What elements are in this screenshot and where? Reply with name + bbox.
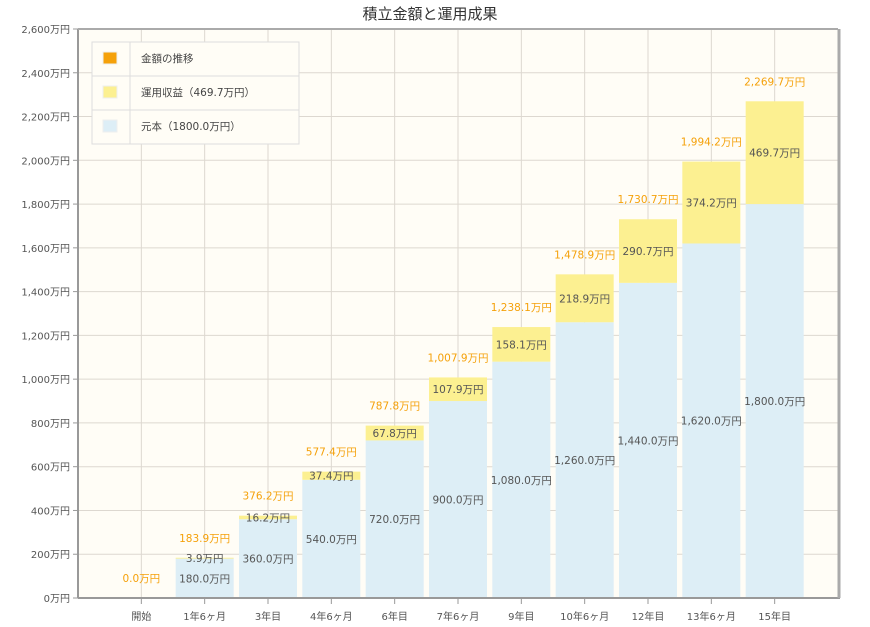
legend-swatch xyxy=(102,85,118,99)
principal-label: 900.0万円 xyxy=(432,495,483,507)
y-tick-label: 1,800万円 xyxy=(21,200,70,211)
total-label: 1,478.9万円 xyxy=(554,249,615,261)
total-label: 1,238.1万円 xyxy=(491,302,552,314)
principal-label: 720.0万円 xyxy=(369,514,420,526)
total-label: 1,007.9万円 xyxy=(427,352,488,364)
principal-bar xyxy=(175,558,234,598)
x-tick-label: 7年6ヶ月 xyxy=(437,610,480,623)
y-tick-label: 600万円 xyxy=(31,463,70,474)
total-label: 1,994.2万円 xyxy=(681,137,742,149)
gain-bar xyxy=(682,161,741,244)
y-tick-label: 800万円 xyxy=(31,419,70,430)
principal-label: 180.0万円 xyxy=(179,573,230,585)
x-tick-label: 6年目 xyxy=(381,610,407,623)
principal-bar xyxy=(365,440,424,598)
principal-label: 360.0万円 xyxy=(242,554,293,566)
total-label: 0.0万円 xyxy=(122,573,160,585)
legend-label: 運用収益（469.7万円） xyxy=(141,86,255,99)
legend-label: 元本（1800.0万円） xyxy=(141,120,241,133)
legend xyxy=(91,41,300,145)
gain-label: 158.1万円 xyxy=(496,339,547,351)
legend-swatch xyxy=(102,51,118,65)
principal-bar xyxy=(619,282,677,598)
x-tick-label: 15年目 xyxy=(758,610,791,623)
gain-bar xyxy=(365,425,424,441)
gain-bar xyxy=(492,327,551,362)
gain-label: 3.9万円 xyxy=(186,553,224,565)
y-tick-label: 200万円 xyxy=(31,550,70,561)
y-tick-label: 2,600万円 xyxy=(21,25,70,36)
gain-bar xyxy=(555,274,614,323)
gain-label: 67.8万円 xyxy=(372,428,416,440)
gain-label: 469.7万円 xyxy=(749,148,800,160)
y-tick-label: 0万円 xyxy=(44,594,70,605)
principal-bar xyxy=(302,479,361,598)
principal-bar xyxy=(239,519,297,598)
total-label: 1,730.7万円 xyxy=(617,194,678,206)
x-tick-label: 12年目 xyxy=(632,610,665,623)
y-tick-label: 1,000万円 xyxy=(21,375,70,386)
y-tick-label: 1,600万円 xyxy=(21,244,70,255)
principal-bar xyxy=(492,361,551,598)
gain-bar xyxy=(302,471,361,480)
principal-label: 540.0万円 xyxy=(306,534,357,546)
legend-swatch xyxy=(102,119,118,133)
principal-label: 1,260.0万円 xyxy=(554,455,615,467)
principal-bar xyxy=(745,204,804,599)
gain-label: 218.9万円 xyxy=(559,293,610,305)
gain-label: 107.9万円 xyxy=(432,384,483,396)
x-tick-label: 3年目 xyxy=(255,610,281,623)
gain-bar xyxy=(745,101,804,205)
gain-label: 37.4万円 xyxy=(309,471,353,483)
chart-title: 積立金額と運用成果 xyxy=(362,5,497,23)
total-label: 376.2万円 xyxy=(242,491,293,503)
total-label: 787.8万円 xyxy=(369,401,420,413)
y-tick-label: 400万円 xyxy=(31,506,70,517)
total-label: 183.9万円 xyxy=(179,533,230,545)
principal-label: 1,620.0万円 xyxy=(681,416,742,428)
y-tick-label: 1,200万円 xyxy=(21,331,70,342)
gain-bar xyxy=(429,377,487,402)
y-tick-label: 1,400万円 xyxy=(21,288,70,299)
principal-label: 1,800.0万円 xyxy=(744,396,805,408)
principal-bar xyxy=(429,401,487,598)
gain-label: 16.2万円 xyxy=(246,512,290,524)
x-tick-label: 13年6ヶ月 xyxy=(687,610,736,623)
principal-bar xyxy=(682,243,741,598)
y-tick-label: 2,200万円 xyxy=(21,113,70,124)
x-tick-label: 10年6ヶ月 xyxy=(560,610,609,623)
gain-bar xyxy=(239,515,297,520)
principal-label: 1,440.0万円 xyxy=(617,435,678,447)
x-tick-label: 9年目 xyxy=(508,610,534,623)
gain-label: 374.2万円 xyxy=(686,198,737,210)
gain-bar xyxy=(619,219,677,283)
total-label: 2,269.7万円 xyxy=(744,76,805,88)
x-tick-label: 4年6ヶ月 xyxy=(310,610,353,623)
legend-label: 金額の推移 xyxy=(141,52,194,65)
y-tick-label: 2,400万円 xyxy=(21,69,70,80)
principal-label: 1,080.0万円 xyxy=(491,475,552,487)
x-tick-label: 1年6ヶ月 xyxy=(183,610,226,623)
principal-bar xyxy=(555,322,614,598)
x-tick-label: 開始 xyxy=(131,610,151,623)
gain-bar xyxy=(175,557,234,559)
y-tick-label: 2,000万円 xyxy=(21,156,70,167)
total-label: 577.4万円 xyxy=(306,447,357,459)
gain-label: 290.7万円 xyxy=(622,246,673,258)
